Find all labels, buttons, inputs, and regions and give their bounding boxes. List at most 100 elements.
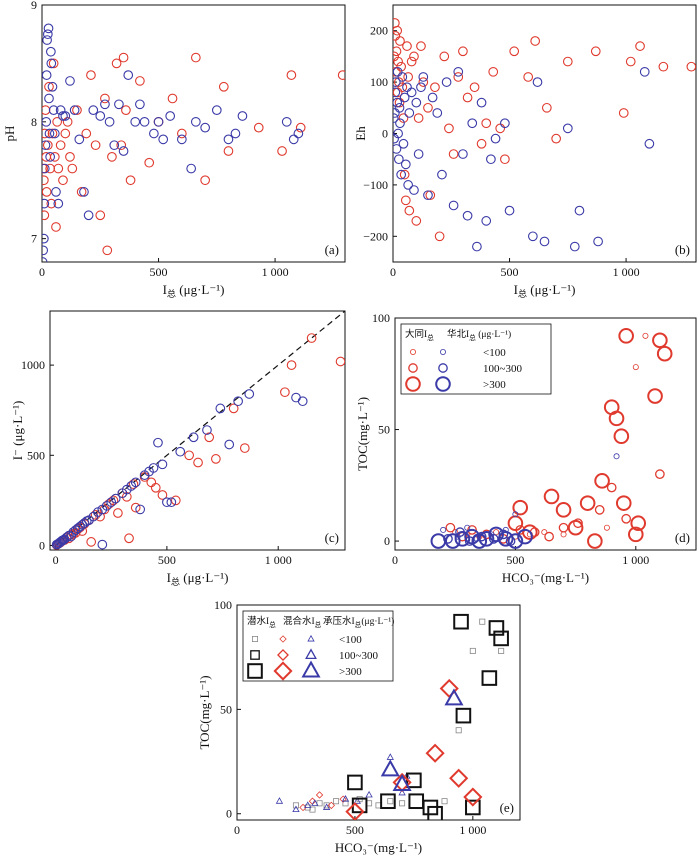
data-point [628, 526, 644, 543]
y-axis-label: TOC(mg·L⁻¹) [355, 397, 370, 471]
data-point [309, 806, 316, 813]
data-point [397, 82, 408, 93]
data-point [116, 140, 127, 151]
data-point [107, 152, 117, 162]
data-point [186, 163, 197, 174]
data-point [165, 111, 176, 121]
data-point [393, 30, 401, 41]
data-point [333, 798, 340, 805]
data-point [632, 364, 639, 371]
data-point [53, 198, 64, 209]
data-point [81, 128, 92, 139]
data-point [462, 210, 473, 221]
data-point [409, 185, 419, 195]
data-point [45, 152, 56, 162]
legend-marker [301, 660, 321, 678]
data-point [642, 332, 649, 339]
data-point [286, 360, 297, 370]
data-point [655, 469, 665, 480]
y-tick-label: 0 [39, 538, 45, 552]
data-point [47, 81, 58, 92]
data-point [488, 66, 499, 77]
data-point [275, 797, 284, 804]
data-point [215, 403, 226, 414]
y-tick-label: 0 [384, 534, 390, 548]
data-point [567, 519, 584, 536]
x-axis-label: I总 (μg·L⁻¹) [163, 282, 225, 299]
y-tick-label: −100 [363, 178, 388, 192]
x-tick-label: 1 000 [613, 265, 640, 279]
data-point [223, 146, 234, 156]
legend-marker [438, 363, 448, 373]
data-point [406, 56, 417, 67]
data-point [399, 800, 406, 807]
data-point [306, 333, 317, 343]
data-point [58, 175, 68, 186]
data-point [432, 108, 443, 118]
data-point [440, 526, 447, 533]
legend-box [400, 323, 552, 395]
data-point [469, 82, 480, 93]
data-point [74, 134, 85, 145]
data-point [490, 133, 501, 144]
data-point [188, 432, 199, 443]
data-point [102, 245, 113, 256]
data-point [448, 200, 459, 211]
data-point [686, 61, 696, 72]
data-point [337, 70, 345, 80]
data-point [108, 495, 119, 506]
data-point [72, 105, 82, 115]
data-point [237, 111, 248, 121]
data-point [42, 140, 53, 151]
data-point [100, 93, 110, 104]
y-axis-label: I⁻ (μg·L⁻¹) [10, 401, 25, 461]
data-point [113, 508, 123, 518]
legend-header: 大同I总 [405, 328, 434, 342]
data-point [286, 70, 297, 80]
data-point [200, 122, 211, 133]
x-tick-label: 0 [390, 265, 396, 279]
y-tick-label: 50 [378, 423, 390, 437]
data-point [42, 257, 48, 262]
data-point [603, 524, 610, 531]
data-point [380, 793, 396, 810]
data-point [42, 210, 50, 221]
x-tick-label: 500 [501, 265, 519, 279]
data-point [42, 163, 50, 174]
plot-frame [392, 4, 697, 263]
data-point [42, 35, 52, 45]
y-tick-label: 1000 [21, 358, 45, 372]
data-point [613, 453, 620, 460]
data-point [394, 102, 405, 113]
data-point [400, 195, 411, 206]
legend-marker [439, 348, 446, 355]
legend-marker [273, 661, 293, 681]
data-point [393, 56, 403, 67]
data-point [42, 187, 52, 197]
data-point [69, 105, 80, 115]
data-point [500, 154, 510, 165]
data-point [495, 123, 506, 134]
data-point [590, 46, 601, 57]
data-point [398, 788, 406, 796]
data-point [114, 99, 124, 110]
data-point [44, 128, 55, 139]
data-point [504, 205, 515, 216]
data-point [423, 102, 433, 113]
data-point [291, 392, 301, 403]
data-point [453, 66, 464, 77]
x-tick-label: 500 [150, 265, 168, 279]
data-point [523, 72, 534, 82]
data-point [453, 72, 464, 82]
data-point [434, 231, 445, 242]
data-point [551, 133, 562, 144]
data-point [42, 116, 52, 127]
data-point [652, 332, 668, 349]
data-point [95, 511, 105, 522]
data-point [62, 116, 73, 127]
plot-frame [236, 604, 521, 821]
data-point [49, 128, 60, 139]
data-point [448, 149, 459, 159]
data-point [149, 128, 159, 139]
x-tick-label: 0 [53, 553, 59, 567]
